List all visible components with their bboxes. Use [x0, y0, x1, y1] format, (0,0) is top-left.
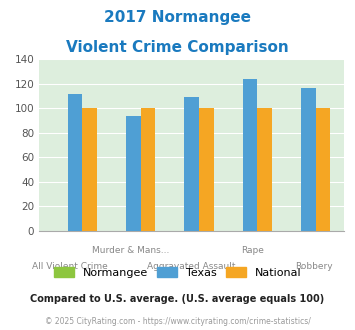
Bar: [243, 79, 257, 231]
Text: Compared to U.S. average. (U.S. average equals 100): Compared to U.S. average. (U.S. average …: [31, 294, 324, 304]
Text: © 2025 CityRating.com - https://www.cityrating.com/crime-statistics/: © 2025 CityRating.com - https://www.city…: [45, 317, 310, 326]
Bar: [184, 97, 199, 231]
Text: All Violent Crime: All Violent Crime: [32, 262, 108, 271]
Legend: Normangee, Texas, National: Normangee, Texas, National: [49, 263, 306, 282]
Text: Aggravated Assault: Aggravated Assault: [147, 262, 236, 271]
Bar: [82, 109, 97, 231]
Text: Murder & Mans...: Murder & Mans...: [92, 246, 169, 255]
Bar: [199, 109, 214, 231]
Bar: [126, 116, 141, 231]
Bar: [316, 109, 331, 231]
Text: Violent Crime Comparison: Violent Crime Comparison: [66, 40, 289, 54]
Text: Rape: Rape: [241, 246, 264, 255]
Bar: [301, 87, 316, 231]
Bar: [67, 94, 82, 231]
Bar: [257, 109, 272, 231]
Text: 2017 Normangee: 2017 Normangee: [104, 10, 251, 25]
Text: Robbery: Robbery: [295, 262, 333, 271]
Bar: [141, 109, 155, 231]
